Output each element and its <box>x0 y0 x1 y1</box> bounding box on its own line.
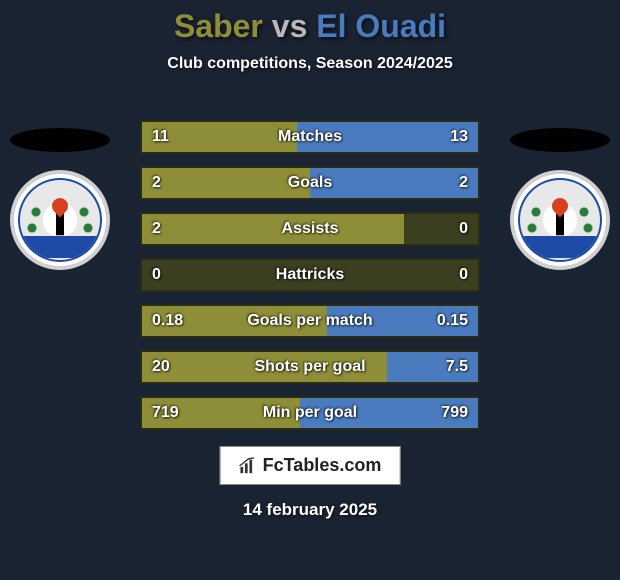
stat-label: Min per goal <box>263 404 357 422</box>
chart-icon <box>239 457 257 475</box>
stat-row: 0.18 0.15 Goals per match <box>140 304 480 338</box>
stat-value-left: 0 <box>152 266 161 284</box>
stat-label: Goals <box>288 174 332 192</box>
crest-left-shadow <box>10 128 110 152</box>
stat-label: Goals per match <box>247 312 372 330</box>
stat-value-right: 2 <box>459 174 468 192</box>
vs-label: vs <box>272 8 308 44</box>
stat-label: Shots per goal <box>254 358 365 376</box>
crest-right-shadow <box>510 128 610 152</box>
stat-row: 20 7.5 Shots per goal <box>140 350 480 384</box>
stat-value-right: 7.5 <box>446 358 468 376</box>
stat-value-left: 20 <box>152 358 170 376</box>
date-label: 14 february 2025 <box>243 500 377 520</box>
stat-row: 719 799 Min per goal <box>140 396 480 430</box>
player-right-name: El Ouadi <box>316 8 446 44</box>
bar-right <box>310 168 478 198</box>
player-left-name: Saber <box>174 8 263 44</box>
stat-label: Matches <box>278 128 342 146</box>
stat-value-left: 719 <box>152 404 179 422</box>
stat-value-left: 0.18 <box>152 312 183 330</box>
bar-left <box>142 214 404 244</box>
brand-badge: FcTables.com <box>220 446 401 485</box>
stat-row: 11 13 Matches <box>140 120 480 154</box>
stat-value-left: 2 <box>152 220 161 238</box>
stat-value-right: 0 <box>459 220 468 238</box>
stat-value-right: 0.15 <box>437 312 468 330</box>
stat-value-right: 799 <box>441 404 468 422</box>
stat-value-right: 13 <box>450 128 468 146</box>
stat-value-left: 11 <box>152 128 169 146</box>
club-crest-right <box>510 170 610 270</box>
stat-label: Assists <box>282 220 339 238</box>
stat-label: Hattricks <box>276 266 344 284</box>
subtitle: Club competitions, Season 2024/2025 <box>0 55 620 73</box>
stat-row: 2 2 Goals <box>140 166 480 200</box>
comparison-chart: 1113Matches22Goals20Assists00Hattricks0.… <box>140 120 480 442</box>
stat-row: 0 0 Hattricks <box>140 258 480 292</box>
brand-text: FcTables.com <box>263 455 382 476</box>
page-title: Saber vs El Ouadi <box>0 0 620 45</box>
stat-value-right: 0 <box>459 266 468 284</box>
club-crest-left <box>10 170 110 270</box>
stat-value-left: 2 <box>152 174 161 192</box>
stat-row: 2 0 Assists <box>140 212 480 246</box>
bar-left <box>142 168 310 198</box>
